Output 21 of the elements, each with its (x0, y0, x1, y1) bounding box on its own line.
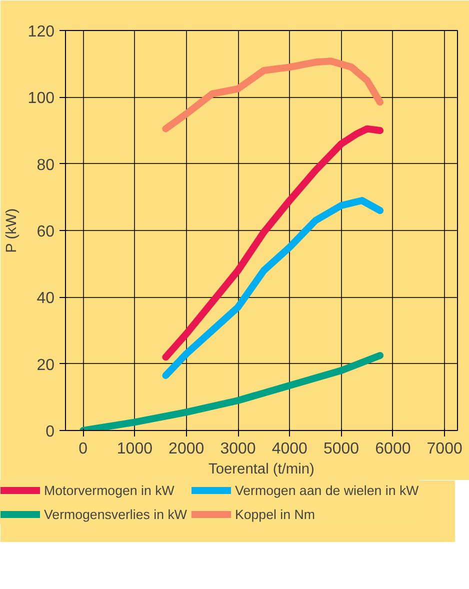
x-tick-label: 7000 (426, 440, 462, 458)
y-axis-title: P (kW) (4, 208, 20, 253)
y-tick-label: 60 (36, 224, 55, 240)
x-tick-label: 3000 (220, 440, 256, 458)
x-tick-label: 1000 (116, 440, 153, 458)
y-tick-label: 120 (28, 24, 55, 40)
x-tick-label: 0 (78, 440, 88, 458)
y-tick-label: 40 (36, 290, 55, 308)
x-tick-label: 5000 (324, 440, 360, 458)
y-tick-label: 20 (36, 356, 55, 374)
legend-label: Koppel in Nm (234, 506, 315, 522)
x-tick-label: 4000 (272, 440, 308, 458)
legend-label: Vermogensverlies in kW (44, 506, 187, 522)
y-tick-label: 80 (36, 156, 55, 174)
y-tick-label: 0 (46, 424, 55, 440)
x-tick-label: 6000 (375, 440, 411, 458)
y-tick-label: 100 (28, 90, 55, 108)
x-tick-label: 2000 (168, 440, 204, 458)
legend-label: Vermogen aan de wielen in kW (234, 482, 419, 498)
x-axis-title: Toerental (t/min) (208, 462, 314, 478)
legend-label: Motorvermogen in kW (44, 482, 174, 498)
